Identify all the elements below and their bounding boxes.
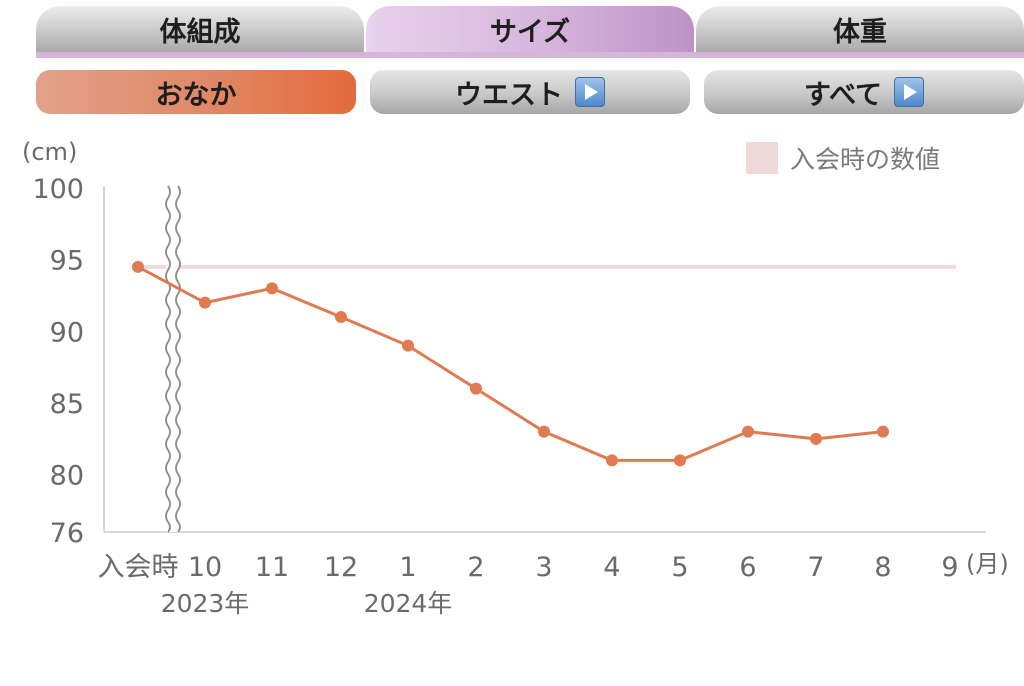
- tab-label: 体組成: [159, 16, 241, 48]
- data-point: [810, 432, 822, 445]
- play-icon[interactable]: [894, 77, 925, 107]
- subtab-waist[interactable]: ウエスト: [370, 70, 690, 114]
- y-tick-label: 85: [50, 389, 84, 420]
- x-tick-label: 2: [467, 552, 484, 583]
- series-line: [137, 265, 884, 462]
- x-tick-label: 5: [671, 552, 688, 583]
- x-tick-label: 1: [399, 552, 416, 583]
- x-tick-label: 7: [807, 552, 824, 583]
- data-point: [132, 260, 144, 273]
- x-axis-unit-label: (月): [966, 550, 1009, 578]
- subtab-all[interactable]: すべて: [704, 70, 1024, 114]
- subtab-label: ウエスト: [455, 79, 563, 111]
- data-point: [470, 382, 482, 395]
- y-tick-label: 95: [50, 246, 84, 277]
- y-tick-label: 90: [50, 317, 84, 348]
- data-point: [335, 311, 347, 323]
- subtab-belly[interactable]: おなか: [36, 70, 356, 114]
- y-tick-label: 80: [50, 461, 84, 492]
- data-point: [877, 425, 889, 438]
- data-point: [674, 454, 686, 467]
- legend-label: 入会時の数値: [790, 145, 941, 174]
- year-label: 2023年: [161, 589, 250, 618]
- x-tick-label: 11: [255, 552, 289, 583]
- year-label: 2024年: [364, 589, 453, 618]
- tab-underline: [36, 52, 1024, 58]
- tab-body-composition[interactable]: 体組成: [36, 6, 364, 52]
- data-point: [266, 282, 278, 295]
- x-tick-label: 9: [941, 552, 958, 583]
- axis-break-line: [175, 185, 181, 533]
- legend: 入会時の数値: [746, 140, 940, 176]
- x-tick-label: 4: [603, 552, 620, 583]
- data-point: [538, 425, 550, 438]
- axis-break-line: [165, 185, 171, 533]
- y-tick-label: 76: [50, 518, 84, 549]
- x-tick-label: 入会時: [98, 552, 179, 583]
- y-axis-unit-label: (cm): [22, 138, 78, 166]
- legend-swatch: [746, 142, 778, 174]
- tab-size[interactable]: サイズ: [366, 6, 694, 52]
- data-point: [742, 425, 754, 438]
- x-tick-label: 8: [874, 552, 891, 583]
- x-tick-label: 12: [324, 552, 358, 583]
- top-tab-bar: 体組成 サイズ 体重: [0, 0, 1024, 60]
- tab-label: 体重: [833, 16, 887, 48]
- data-point: [402, 339, 414, 352]
- data-point: [606, 454, 618, 467]
- subtab-label: おなか: [155, 79, 237, 111]
- subtab-label: すべて: [803, 79, 883, 111]
- y-tick-label: 100: [32, 174, 84, 205]
- x-tick-label: 6: [739, 552, 756, 583]
- data-point: [199, 296, 211, 309]
- tab-label: サイズ: [489, 16, 571, 48]
- x-tick-label: 3: [535, 552, 552, 583]
- play-icon[interactable]: [575, 77, 605, 107]
- x-tick-label: 10: [188, 552, 222, 583]
- tab-weight[interactable]: 体重: [696, 6, 1024, 52]
- axis-break-gap: [166, 186, 180, 532]
